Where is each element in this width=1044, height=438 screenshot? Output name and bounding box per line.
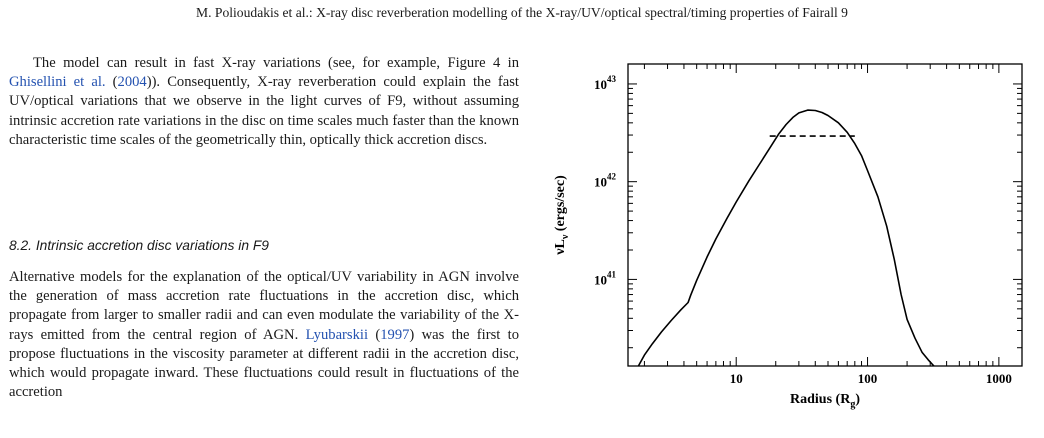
y-tick-label-exponent: 42 <box>607 172 617 182</box>
citation-year-link-1997[interactable]: 1997 <box>380 326 410 343</box>
citation-year-link-2004[interactable]: 2004 <box>117 74 147 91</box>
paragraph-1-text-b: ( <box>105 74 118 91</box>
sed-curve <box>637 109 935 367</box>
y-tick-label-base: 10 <box>594 77 607 92</box>
data-curves <box>637 109 935 367</box>
sed-figure: 10 100 1000 1041 1042 1043 Radius (Rg) νLν (e… <box>520 50 1044 420</box>
paragraph-2-text-c: ) was the first to propose fluctuations … <box>9 326 519 401</box>
running-header: M. Polioudakis et al.: X-ray disc reverb… <box>196 5 848 20</box>
y-tick-label: 1042 <box>594 172 617 190</box>
paragraph-2-text-b: ( <box>368 326 381 343</box>
x-axis-label-close: ) <box>855 392 860 407</box>
plot-frame <box>627 63 1023 367</box>
axis-ticks <box>628 64 1022 366</box>
y-tick-label: 1043 <box>594 74 617 92</box>
x-tick-label: 1000 <box>986 371 1012 386</box>
x-axis-label-sub: g <box>850 399 855 410</box>
paragraph-2-text-a: Alternative models for the explanation o… <box>9 269 519 343</box>
y-axis-label-unit: (ergs/sec) <box>553 175 568 235</box>
y-axis-label: νLν (ergs/sec) <box>553 175 571 256</box>
y-axis-label-main: νL <box>553 239 568 256</box>
citation-link-lyubarskii[interactable]: Lyubarskii <box>305 326 369 343</box>
y-tick-label: 1041 <box>594 269 617 287</box>
y-axis-label-sub: ν <box>560 234 571 240</box>
citation-link-ghisellini[interactable]: Ghisellini et al. <box>9 74 106 91</box>
x-tick-label: 100 <box>858 371 878 386</box>
y-tick-label-base: 10 <box>594 175 607 190</box>
y-tick-label-exponent: 43 <box>607 74 617 84</box>
paragraph-1: The model can result in fast X-ray varia… <box>9 54 519 150</box>
section-heading: 8.2. Intrinsic accretion disc variations… <box>9 238 269 253</box>
paragraph-2: Alternative models for the explanation o… <box>9 268 519 402</box>
paragraph-1-text-c: )). Consequently, X-ray reverberation co… <box>9 74 519 148</box>
paragraph-1-text-a: The model can result in fast X-ray varia… <box>33 55 519 71</box>
y-tick-label-exponent: 41 <box>607 269 617 279</box>
x-tick-label: 10 <box>730 371 743 386</box>
x-axis-label-main: Radius (R <box>790 392 851 407</box>
y-tick-label-base: 10 <box>594 272 607 287</box>
x-axis-label: Radius (Rg) <box>790 392 860 410</box>
